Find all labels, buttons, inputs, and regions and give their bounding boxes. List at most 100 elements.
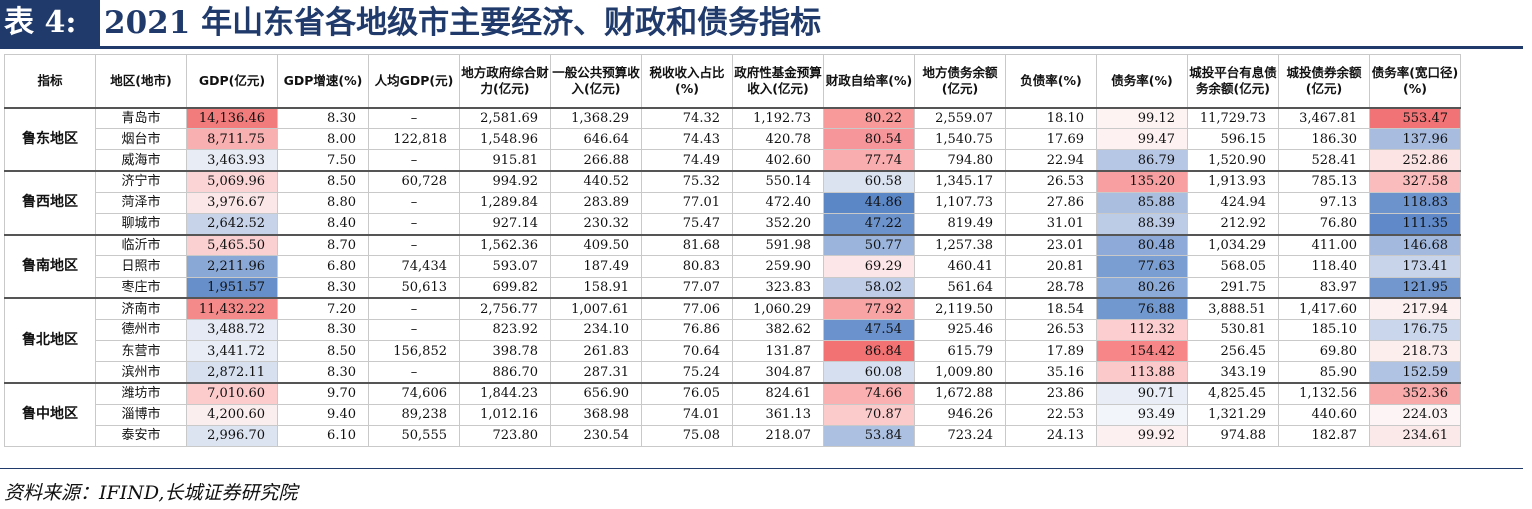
value-cell: 77.06: [641, 297, 733, 320]
value-cell: 135.20: [1096, 170, 1188, 193]
column-header: GDP增速(%): [277, 54, 369, 108]
value-cell: 234.61: [1369, 424, 1461, 448]
value-cell: 75.24: [641, 361, 733, 384]
value-cell: 113.88: [1096, 361, 1188, 384]
value-cell: 8.80: [277, 191, 369, 214]
column-header: GDP(亿元): [186, 54, 278, 108]
value-cell: 1,132.56: [1278, 381, 1370, 405]
value-cell: 974.88: [1187, 424, 1279, 448]
value-cell: 7.50: [277, 149, 369, 172]
value-cell: 561.64: [914, 276, 1006, 299]
value-cell: 22.53: [1005, 403, 1097, 426]
value-cell: 5,069.96: [186, 170, 278, 193]
value-cell: 1,289.84: [459, 191, 551, 214]
value-cell: 8.00: [277, 128, 369, 151]
value-cell: 77.63: [1096, 255, 1188, 278]
value-cell: 409.50: [550, 233, 642, 257]
value-cell: 2,211.96: [186, 255, 278, 278]
value-cell: 259.90: [732, 255, 824, 278]
value-cell: 568.05: [1187, 255, 1279, 278]
column-header: 税收收入占比(%): [641, 54, 733, 108]
value-cell: 1,540.75: [914, 128, 1006, 151]
column-header: 城投平台有息债务余额(亿元): [1187, 54, 1279, 108]
value-cell: 74.01: [641, 403, 733, 426]
value-cell: 1,562.36: [459, 233, 551, 257]
column-header: 城投债券余额(亿元): [1278, 54, 1370, 108]
value-cell: 8.30: [277, 361, 369, 384]
value-cell: 154.42: [1096, 340, 1188, 363]
value-cell: 89,238: [368, 403, 460, 426]
value-cell: 18.54: [1005, 297, 1097, 320]
value-cell: 8.30: [277, 106, 369, 130]
value-cell: 86.84: [823, 340, 915, 363]
value-cell: 530.81: [1187, 318, 1279, 342]
value-cell: –: [368, 233, 460, 257]
value-cell: 90.71: [1096, 381, 1188, 405]
value-cell: 699.82: [459, 276, 551, 299]
value-cell: 1,951.57: [186, 276, 278, 299]
column-header: 负债率(%): [1005, 54, 1097, 108]
title-bar: 表 4: 2021 年山东省各地级市主要经济、财政和债务指标: [0, 0, 1523, 49]
city-cell: 淄博市: [95, 403, 187, 426]
value-cell: 70.87: [823, 403, 915, 426]
value-cell: 212.92: [1187, 212, 1279, 236]
city-cell: 东营市: [95, 340, 187, 363]
value-cell: 23.86: [1005, 381, 1097, 405]
region-cell: 鲁南地区: [4, 233, 96, 299]
city-cell: 日照市: [95, 255, 187, 278]
value-cell: 76.05: [641, 381, 733, 405]
city-cell: 济宁市: [95, 170, 187, 193]
value-cell: 50,613: [368, 276, 460, 299]
value-cell: 723.24: [914, 424, 1006, 448]
indicator-table: 指标 地区(地市) GDP(亿元) GDP增速(%) 人均GDP(元) 地方政府综合财力(…: [4, 54, 1461, 448]
value-cell: 69.80: [1278, 340, 1370, 363]
value-cell: 2,642.52: [186, 212, 278, 236]
value-cell: 60.58: [823, 170, 915, 193]
value-cell: 58.02: [823, 276, 915, 299]
table-row: 鲁北地区 济南市 11,432.22 7.20–2,756.77 1,007.61 77.…: [4, 297, 1461, 384]
value-cell: 146.68: [1369, 233, 1461, 257]
value-cell: 440.52: [550, 170, 642, 193]
value-cell: 1,107.73: [914, 191, 1006, 214]
value-cell: 287.31: [550, 361, 642, 384]
value-cell: 994.92: [459, 170, 551, 193]
value-cell: 1,548.96: [459, 128, 551, 151]
value-cell: –: [368, 297, 460, 320]
city-cell: 威海市: [95, 149, 187, 172]
value-cell: 4,200.60: [186, 403, 278, 426]
value-cell: 361.13: [732, 403, 824, 426]
city-cell: 泰安市: [95, 424, 187, 448]
table-row: 东营市 3,441.72 8.50 156,852 398.78 261.83 70.64 1…: [5, 340, 1461, 363]
value-cell: 946.26: [914, 403, 1006, 426]
value-cell: 74.49: [641, 149, 733, 172]
value-cell: 824.61: [732, 381, 824, 405]
value-cell: 80.48: [1096, 233, 1188, 257]
value-cell: 69.29: [823, 255, 915, 278]
value-cell: 99.92: [1096, 424, 1188, 448]
value-cell: 74,606: [368, 381, 460, 405]
value-cell: 1,345.17: [914, 170, 1006, 193]
city-cell: 德州市: [95, 318, 187, 342]
region-cell: 鲁西地区: [4, 170, 96, 236]
value-cell: 77.01: [641, 191, 733, 214]
value-cell: 3,976.67: [186, 191, 278, 214]
value-cell: 1,034.29: [1187, 233, 1279, 257]
value-cell: 8.50: [277, 340, 369, 363]
column-header: 人均GDP(元): [368, 54, 460, 108]
value-cell: 8.30: [277, 318, 369, 342]
value-cell: 122,818: [368, 128, 460, 151]
city-cell: 临沂市: [95, 233, 187, 257]
value-cell: 158.91: [550, 276, 642, 299]
value-cell: 74.66: [823, 381, 915, 405]
value-cell: –: [368, 149, 460, 172]
value-cell: 291.75: [1187, 276, 1279, 299]
value-cell: 156,852: [368, 340, 460, 363]
value-cell: –: [368, 106, 460, 130]
value-cell: 99.12: [1096, 106, 1188, 130]
value-cell: 83.97: [1278, 276, 1370, 299]
value-cell: 398.78: [459, 340, 551, 363]
value-cell: 1,012.16: [459, 403, 551, 426]
value-cell: 1,007.61: [550, 297, 642, 320]
value-cell: 3,488.72: [186, 318, 278, 342]
value-cell: 8.30: [277, 276, 369, 299]
